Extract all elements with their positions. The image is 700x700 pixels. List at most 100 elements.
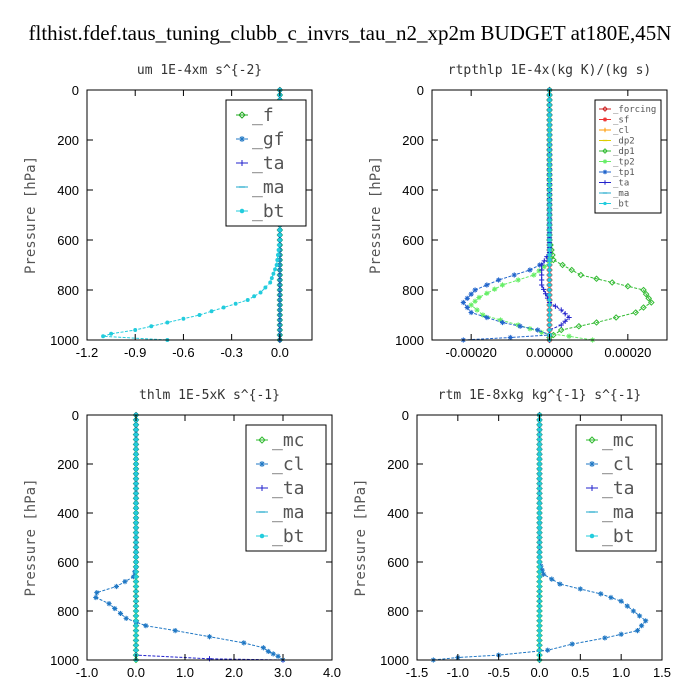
legend-label: _ma: [602, 502, 635, 523]
data-point: [547, 293, 552, 297]
data-point: [547, 318, 552, 322]
data-point: [134, 579, 138, 584]
legend-label: _forcing: [613, 105, 656, 115]
data-point: [134, 628, 138, 633]
y-tick-label: 600: [57, 233, 79, 248]
x-tick-label: 1.0: [612, 665, 630, 680]
legend-label: _cl: [272, 454, 305, 475]
data-point: [562, 318, 568, 324]
y-tick-label: 1000: [50, 653, 79, 668]
data-point: [134, 623, 138, 628]
legend-marker: [238, 111, 246, 119]
data-point: [547, 113, 552, 117]
data-point: [134, 427, 138, 432]
legend-label: _dp2: [613, 137, 635, 147]
data-point: [468, 291, 474, 297]
legend: _forcing_sf_cl_dp2_dp1_tp2_tp1_ta_ma_bt: [594, 99, 662, 214]
legend-marker: [602, 127, 608, 133]
x-tick-label: -1.2: [76, 345, 98, 360]
data-point: [537, 462, 542, 466]
data-point: [537, 555, 542, 560]
data-point: [537, 643, 542, 648]
data-point: [632, 309, 639, 316]
data-point: [276, 248, 281, 252]
data-point: [464, 304, 470, 311]
panel-title: thlm 1E-5xK s^{-1}: [139, 388, 280, 403]
legend-label: _mc: [272, 430, 305, 451]
data-point: [484, 314, 490, 321]
legend-marker: [259, 533, 265, 539]
y-axis-label: Pressure [hPa]: [353, 478, 369, 596]
data-point: [645, 295, 653, 302]
data-point: [277, 238, 282, 242]
panel-3: thlm 1E-5xK s^{-1} Pressure [hPa] 0 200 400 6…: [23, 388, 341, 680]
data-point: [134, 545, 138, 550]
x-tick-label: 0.5: [571, 665, 589, 680]
data-point: [480, 312, 486, 318]
data-point: [134, 599, 138, 604]
legend-marker: [602, 117, 608, 122]
legend-marker: [602, 148, 608, 154]
legend-marker: [602, 180, 608, 185]
data-point: [640, 304, 647, 311]
panel-title: um 1E-4xm s^{-2}: [137, 63, 262, 78]
x-tick-label: 1.0: [176, 665, 194, 680]
series-bt: [547, 88, 552, 342]
data-point: [547, 183, 552, 187]
legend-label: _ta: [252, 153, 285, 174]
data-point: [134, 643, 138, 648]
y-tick-label: 800: [402, 283, 424, 298]
x-tick-label: -1.5: [406, 665, 428, 680]
data-point: [608, 594, 614, 601]
data-point: [547, 268, 552, 272]
data-point: [134, 648, 138, 653]
data-point: [134, 618, 138, 623]
data-point: [537, 422, 542, 427]
data-point: [537, 447, 542, 452]
legend-marker: [602, 159, 608, 164]
data-point: [499, 319, 506, 326]
data-point: [537, 515, 542, 520]
data-point: [547, 308, 552, 312]
panel-2: rtpthlp 1E-4x(kg K)/(kg s) Pressure [hPa]…: [368, 63, 668, 360]
data-point: [134, 466, 138, 471]
y-tick-label: 0: [402, 408, 409, 423]
data-point: [271, 271, 276, 276]
data-point: [640, 286, 647, 294]
data-point: [511, 272, 517, 278]
data-point: [643, 618, 649, 624]
y-tick-label: 400: [57, 183, 79, 198]
data-point: [537, 540, 542, 545]
data-point: [541, 286, 547, 292]
data-point: [134, 594, 138, 599]
data-point: [134, 471, 138, 476]
figure-title: flthist.fdef.taus_tuning_clubb_c_invrs_t…: [29, 21, 672, 45]
data-point: [624, 282, 632, 290]
y-tick-label: 0: [72, 408, 79, 423]
x-tick-label: -1.0: [76, 665, 98, 680]
data-point: [113, 583, 119, 590]
data-point: [535, 327, 541, 333]
y-tick-label: 400: [387, 506, 409, 521]
x-tick-label: -0.6: [172, 345, 194, 360]
y-tick-label: 600: [402, 233, 424, 248]
legend-label: _f: [252, 105, 274, 126]
data-point: [547, 198, 552, 202]
data-point: [537, 633, 542, 638]
data-point: [642, 290, 650, 298]
data-point: [547, 98, 552, 102]
data-point: [527, 326, 533, 332]
data-point: [497, 317, 504, 323]
data-point: [537, 613, 542, 618]
data-point: [134, 584, 138, 589]
legend-label: _ma: [272, 502, 305, 523]
data-point: [499, 282, 506, 288]
data-point: [515, 277, 521, 283]
panel-4: rtm 1E-8xkg kg^{-1} s^{-1} Pressure [hPa]…: [353, 388, 671, 680]
x-tick-label: -0.5: [487, 665, 509, 680]
data-point: [537, 579, 542, 584]
data-point: [274, 263, 279, 267]
data-point: [134, 506, 138, 511]
y-tick-label: 1000: [395, 333, 424, 348]
data-point: [484, 282, 490, 288]
